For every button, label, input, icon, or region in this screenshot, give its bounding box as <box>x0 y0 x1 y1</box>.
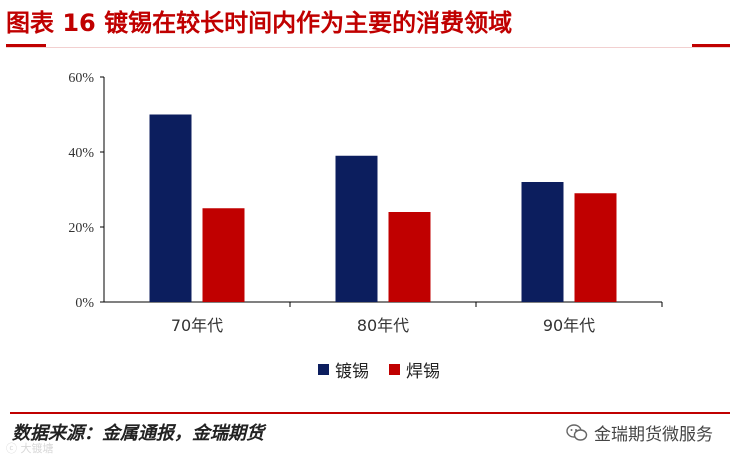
x-tick-label: 80年代 <box>357 316 409 335</box>
y-tick-label: 60% <box>68 71 94 86</box>
bar-tin-plating <box>335 155 378 302</box>
bar-solder <box>388 212 431 302</box>
title-rule-left <box>6 44 46 47</box>
bar-tin-plating <box>149 114 192 302</box>
source-note: 数据来源：金属通报，金瑞期货 <box>12 423 264 444</box>
y-tick-label: 0% <box>75 296 94 311</box>
legend-item-tin-plating: 镀锡 <box>318 357 369 382</box>
watermark-left: ⓒ 大镀塘 <box>6 442 54 455</box>
legend-label-solder: 焊锡 <box>406 362 440 382</box>
x-tick-label: 90年代 <box>543 316 595 335</box>
title-rule-thin <box>6 47 730 48</box>
legend-swatch-tin-plating <box>318 364 329 375</box>
bar-tin-plating <box>521 182 564 302</box>
footer-rule <box>10 412 730 414</box>
title-rule-right <box>692 44 730 47</box>
y-tick-label: 20% <box>68 221 94 236</box>
wechat-icon <box>566 423 588 441</box>
chart-legend: 镀锡 焊锡 <box>318 357 454 382</box>
legend-label-tin-plating: 镀锡 <box>335 362 369 382</box>
figure-title: 图表 16 镀锡在较长时间内作为主要的消费领域 <box>6 9 513 37</box>
legend-swatch-solder <box>389 364 400 375</box>
y-tick-label: 40% <box>68 146 94 161</box>
watermark-right: 金瑞期货微服务 <box>566 420 713 445</box>
bar-solder <box>202 208 245 302</box>
bar-solder <box>574 193 617 302</box>
x-tick-label: 70年代 <box>171 316 223 335</box>
watermark-right-text: 金瑞期货微服务 <box>594 425 713 445</box>
legend-item-solder: 焊锡 <box>389 357 440 382</box>
